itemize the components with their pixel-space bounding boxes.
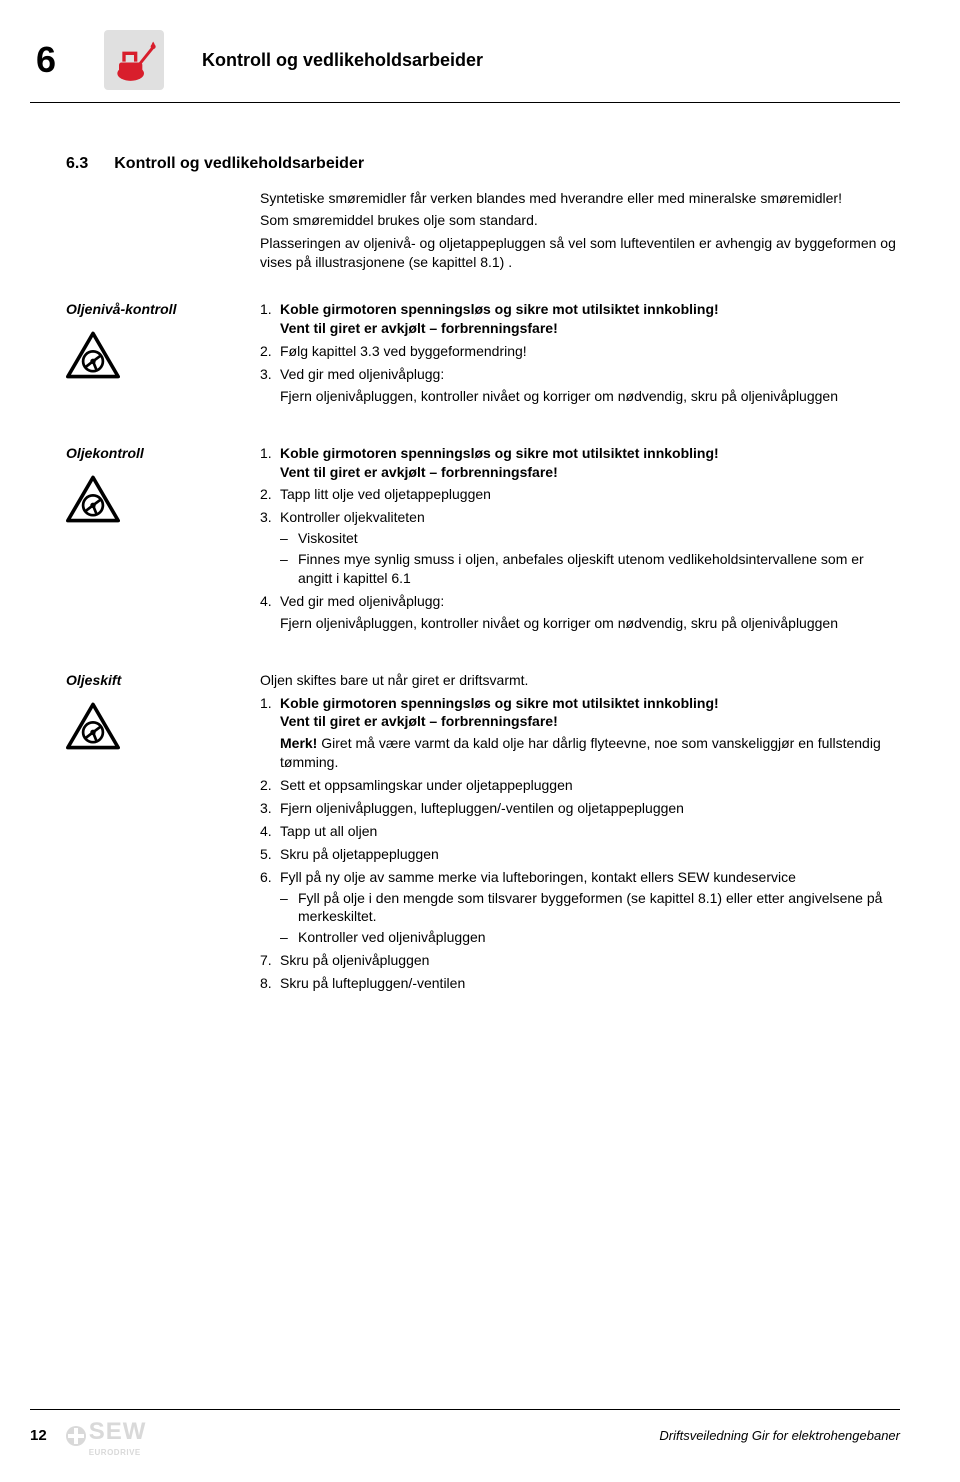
footer-doc-title: Driftsveiledning Gir for elektrohengeban…	[659, 1427, 900, 1445]
list-item: Fjern oljenivåpluggen, luftepluggen/-ven…	[260, 799, 900, 818]
dash-list: Fyll på olje i den mengde som tilsvarer …	[280, 889, 900, 948]
intro-line-1: Syntetiske smøremidler får verken blande…	[260, 189, 900, 208]
list-item: Kontroller oljekvaliteten Viskositet Fin…	[260, 508, 900, 588]
list-item: Tapp ut all oljen	[260, 822, 900, 841]
lead-text: Oljen skiftes bare ut når giret er drift…	[260, 671, 900, 690]
list-text: Sett et oppsamlingskar under oljetappepl…	[280, 777, 573, 793]
ordered-list: Koble girmotoren spenningsløs og sikre m…	[260, 694, 900, 993]
page-footer: 12 SEW EURODRIVE Driftsveiledning Gir fo…	[30, 1409, 900, 1456]
list-subtext: Fjern oljenivåpluggen, kontroller nivået…	[280, 614, 900, 633]
dash-item: Viskositet	[280, 529, 900, 548]
list-text: Følg kapittel 3.3 ved byggeformendring!	[280, 343, 527, 359]
section-title: Kontroll og vedlikeholdsarbeider	[114, 153, 364, 175]
list-text: Tapp litt olje ved oljetappepluggen	[280, 486, 491, 502]
logo-text-bottom: EURODRIVE	[89, 1449, 147, 1456]
list-text: Ved gir med oljenivåplugg:	[280, 366, 444, 382]
dash-item: Fyll på olje i den mengde som tilsvarer …	[280, 889, 900, 927]
intro-line-2: Som smøremiddel brukes olje som standard…	[260, 211, 900, 230]
list-text: Koble girmotoren spenningsløs og sikre m…	[280, 695, 719, 730]
sew-logo: SEW EURODRIVE	[65, 1416, 147, 1456]
list-text: Skru på luftepluggen/-ventilen	[280, 975, 465, 991]
merk-text: Giret må være varmt da kald olje har dår…	[280, 735, 881, 770]
dash-item: Kontroller ved oljenivåpluggen	[280, 928, 900, 947]
list-text: Skru på oljetappepluggen	[280, 846, 439, 862]
block-oljeskift: Oljeskift Oljen skiftes bare ut når gire…	[66, 671, 900, 997]
warning-icon	[66, 475, 120, 523]
list-item: Sett et oppsamlingskar under oljetappepl…	[260, 776, 900, 795]
list-text: Skru på oljenivåpluggen	[280, 952, 429, 968]
warning-icon	[66, 331, 120, 379]
list-text: Koble girmotoren spenningsløs og sikre m…	[280, 301, 719, 336]
list-item: Ved gir med oljenivåplugg: Fjern oljeniv…	[260, 592, 900, 633]
list-item: Koble girmotoren spenningsløs og sikre m…	[260, 444, 900, 482]
section-number: 6.3	[66, 153, 88, 175]
warning-icon	[66, 702, 120, 750]
list-text: Fyll på ny olje av samme merke via lufte…	[280, 869, 796, 885]
logo-text-top: SEW	[89, 1418, 147, 1445]
list-item: Fyll på ny olje av samme merke via lufte…	[260, 868, 900, 948]
ordered-list: Koble girmotoren spenningsløs og sikre m…	[260, 444, 900, 633]
chapter-number: 6	[30, 36, 86, 85]
page-number: 12	[30, 1426, 47, 1446]
block-oljekontroll: Oljekontroll Koble girmotoren spenningsl…	[66, 444, 900, 637]
list-item: Koble girmotoren spenningsløs og sikre m…	[260, 694, 900, 773]
margin-title-oljeskift: Oljeskift	[66, 671, 246, 690]
list-item: Tapp litt olje ved oljetappepluggen	[260, 485, 900, 504]
list-text: Kontroller oljekvaliteten	[280, 509, 425, 525]
margin-title-oljenivakontroll: Oljenivå-kontroll	[66, 300, 246, 319]
list-item: Skru på oljenivåpluggen	[260, 951, 900, 970]
intro-line-3: Plasseringen av oljenivå- og oljetappepl…	[260, 234, 900, 272]
margin-title-oljekontroll: Oljekontroll	[66, 444, 246, 463]
intro-paragraphs: Syntetiske smøremidler får verken blande…	[260, 189, 900, 273]
dash-list: Viskositet Finnes mye synlig smuss i olj…	[280, 529, 900, 588]
section-heading: 6.3 Kontroll og vedlikeholdsarbeider	[66, 153, 900, 175]
block-oljenivakontroll: Oljenivå-kontroll Koble girmotoren spenn…	[66, 300, 900, 409]
list-text: Tapp ut all oljen	[280, 823, 377, 839]
oil-can-icon	[104, 30, 164, 90]
list-text: Koble girmotoren spenningsløs og sikre m…	[280, 445, 719, 480]
merk-line: Merk! Giret må være varmt da kald olje h…	[280, 734, 900, 772]
merk-label: Merk!	[280, 735, 317, 751]
list-item: Ved gir med oljenivåplugg: Fjern oljeniv…	[260, 365, 900, 406]
list-subtext: Fjern oljenivåpluggen, kontroller nivået…	[280, 387, 900, 406]
chapter-title: Kontroll og vedlikeholdsarbeider	[202, 48, 483, 72]
list-item: Skru på luftepluggen/-ventilen	[260, 974, 900, 993]
list-item: Koble girmotoren spenningsløs og sikre m…	[260, 300, 900, 338]
list-text: Ved gir med oljenivåplugg:	[280, 593, 444, 609]
list-item: Skru på oljetappepluggen	[260, 845, 900, 864]
list-text: Fjern oljenivåpluggen, luftepluggen/-ven…	[280, 800, 684, 816]
page-header: 6 Kontroll og vedlikeholdsarbeider	[30, 30, 900, 98]
ordered-list: Koble girmotoren spenningsløs og sikre m…	[260, 300, 900, 405]
list-item: Følg kapittel 3.3 ved byggeformendring!	[260, 342, 900, 361]
header-rule	[30, 102, 900, 103]
dash-item: Finnes mye synlig smuss i oljen, anbefal…	[280, 550, 900, 588]
